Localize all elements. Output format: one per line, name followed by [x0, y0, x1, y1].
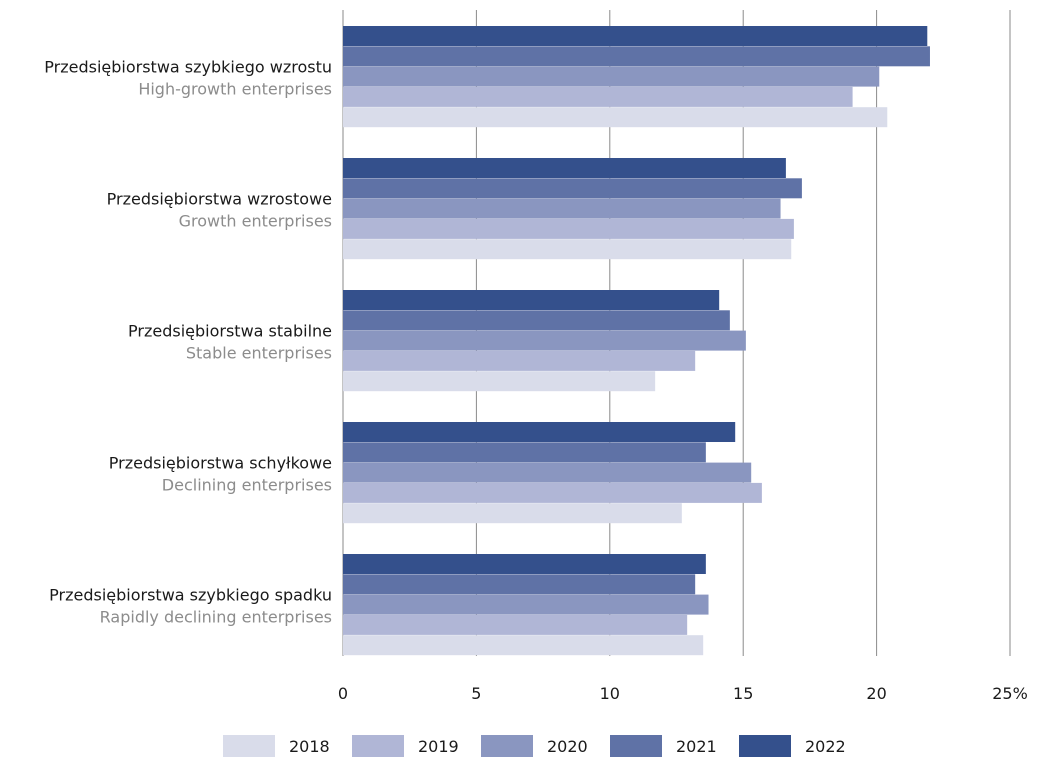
category-label: Przedsiębiorstwa wzrostowe [107, 190, 332, 209]
bar-2018 [343, 371, 656, 392]
bar-2021 [343, 442, 706, 463]
legend-swatch-2018 [223, 735, 275, 757]
legend-swatch-2020 [481, 735, 533, 757]
legend-label: 2020 [547, 737, 588, 756]
x-tick-label: 0 [338, 684, 348, 703]
bar-2019 [343, 614, 688, 635]
bar-2018 [343, 239, 792, 260]
bar-2019 [343, 86, 853, 107]
category-label-en: Growth enterprises [179, 212, 332, 231]
category-label-en: Declining enterprises [162, 476, 332, 495]
legend-label: 2018 [289, 737, 330, 756]
bar-2021 [343, 178, 802, 199]
bar-2019 [343, 350, 696, 371]
legend-swatch-2022 [739, 735, 791, 757]
x-tick-label: 10 [600, 684, 620, 703]
category-label: Przedsiębiorstwa schyłkowe [109, 454, 332, 473]
category-label: Przedsiębiorstwa stabilne [128, 322, 332, 341]
bar-2020 [343, 594, 709, 615]
bar-2020 [343, 198, 781, 219]
legend-label: 2022 [805, 737, 846, 756]
legend: 2018 2019 2020 2021 2022 [223, 735, 846, 757]
bar-2018 [343, 503, 682, 524]
x-tick-label: 15 [733, 684, 753, 703]
bar-2022 [343, 422, 736, 442]
bar-2020 [343, 462, 752, 483]
bar-2020 [343, 330, 746, 351]
x-axis-ticks: 0 5 10 15 20 25% [338, 684, 1028, 703]
bar-2022 [343, 158, 786, 178]
legend-label: 2021 [676, 737, 717, 756]
category-label: Przedsiębiorstwa szybkiego wzrostu [44, 58, 332, 77]
bar-2018 [343, 635, 704, 656]
legend-label: 2019 [418, 737, 459, 756]
x-tick-label: 20 [866, 684, 886, 703]
x-tick-label: 25% [992, 684, 1028, 703]
bar-2022 [343, 290, 720, 310]
bar-2020 [343, 66, 880, 87]
bar-2019 [343, 482, 762, 503]
bar-2021 [343, 574, 696, 595]
bar-2021 [343, 46, 930, 67]
legend-swatch-2019 [352, 735, 404, 757]
x-tick-label: 5 [471, 684, 481, 703]
category-label-en: Stable enterprises [186, 344, 332, 363]
bar-2022 [343, 26, 928, 46]
legend-swatch-2021 [610, 735, 662, 757]
bars [343, 26, 930, 656]
category-label: Przedsiębiorstwa szybkiego spadku [49, 586, 332, 605]
bar-2018 [343, 107, 888, 128]
bar-2019 [343, 218, 794, 239]
category-labels: Przedsiębiorstwa szybkiego wzrostu High-g… [44, 58, 332, 627]
category-label-en: High-growth enterprises [138, 80, 332, 99]
category-label-en: Rapidly declining enterprises [100, 608, 332, 627]
bar-2022 [343, 554, 706, 574]
bar-2021 [343, 310, 730, 331]
